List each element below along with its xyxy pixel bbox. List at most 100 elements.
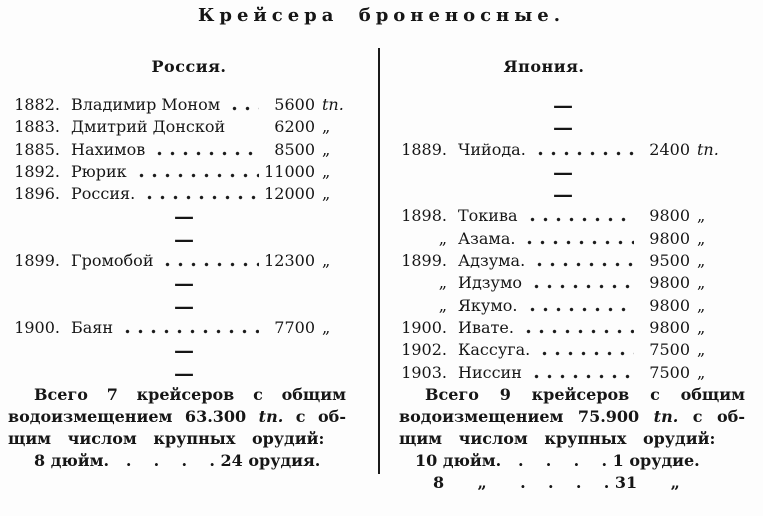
- ship-name: Рюрик: [71, 161, 127, 181]
- ship-name: Ниссин: [458, 362, 522, 382]
- tonnage-unit: tn.: [653, 406, 679, 426]
- ship-year: 1889.: [401, 139, 447, 159]
- ship-row: 1903. Ниссин 7500 „: [381, 361, 763, 384]
- ship-name: Азама.: [458, 228, 516, 248]
- tonnage-unit: „: [697, 295, 706, 315]
- ship-tonnage: 12300: [264, 251, 315, 271]
- russia-ship-list: 1882. Владимир Моном 5600 tn. 1883. Дмит…: [0, 94, 378, 384]
- ship-tonnage: 9800: [649, 317, 690, 337]
- tonnage-unit: „: [322, 161, 331, 181]
- ship-year: 1902.: [401, 340, 447, 360]
- ship-year: 1882.: [14, 95, 60, 114]
- summary-text: водоизмещением 63.300: [8, 406, 259, 426]
- ship-name: Ивате.: [458, 317, 514, 337]
- dot-leader: [521, 294, 634, 317]
- ship-tonnage: 2400: [649, 139, 690, 159]
- tonnage-unit: „: [697, 317, 706, 337]
- ship-tonnage: 9800: [649, 206, 690, 226]
- summary-line: Всего 9 крейсеров с общим: [425, 384, 745, 404]
- dash-placeholder: —: [174, 204, 194, 229]
- ship-tonnage: 9800: [649, 273, 690, 293]
- dash-placeholder: —: [553, 93, 573, 117]
- dash-placeholder: —: [174, 226, 194, 251]
- tonnage-unit: „: [697, 251, 706, 271]
- dot-leader: [525, 361, 634, 384]
- ship-year: „: [438, 295, 447, 315]
- dot-leader: [149, 138, 259, 161]
- guns-line: 8 дюйм. . . . . 24 орудия.: [34, 450, 321, 470]
- tonnage-unit: „: [322, 184, 331, 204]
- ship-row: 1900. Ивате. 9800 „: [381, 316, 763, 340]
- ship-year: 1883.: [14, 117, 60, 137]
- column-divider: [378, 48, 380, 474]
- ship-row: 1885. Нахимов 8500 „: [0, 138, 378, 161]
- tonnage-unit: „: [322, 251, 331, 271]
- empty-row: —: [381, 94, 763, 116]
- dot-leader: [517, 316, 634, 340]
- ship-name: Россия.: [71, 184, 136, 204]
- tonnage-unit: tn.: [697, 139, 719, 159]
- page-title: Крейсера броненосные.: [198, 5, 565, 26]
- summary-text: с об-: [283, 406, 346, 426]
- ship-row: 1899. Адзума. 9500 „: [381, 250, 763, 273]
- ship-row: 1892. Рюрик 11000 „: [0, 160, 378, 184]
- japan-ship-list: — — 1889. Чийода. 2400 tn. — — 1898. Ток…: [381, 94, 763, 384]
- dot-leader: [529, 250, 634, 273]
- summary-line: щим числом крупных орудий:: [8, 428, 325, 448]
- ship-tonnage: 7500: [649, 340, 690, 360]
- dot-leader: [519, 227, 634, 251]
- tonnage-unit: tn.: [258, 406, 284, 426]
- tonnage-unit: „: [322, 139, 331, 159]
- dash-placeholder: —: [553, 115, 573, 140]
- ship-row: „ Азама. 9800 „: [381, 227, 763, 251]
- tonnage-unit: „: [697, 362, 706, 382]
- tonnage-unit: „: [697, 206, 706, 226]
- dot-leader: [157, 250, 259, 273]
- empty-row: —: [0, 228, 378, 250]
- summary-line: Всего 7 крейсеров с общим: [34, 384, 346, 404]
- ship-row: 1896. Россия. 12000 „: [0, 183, 378, 206]
- summary-line: щим числом крупных орудий:: [399, 428, 716, 448]
- ship-year: 1892.: [14, 161, 60, 181]
- ship-tonnage: 12000: [264, 184, 315, 204]
- empty-row: —: [381, 183, 763, 205]
- ship-name: Дмитрий Донской: [71, 117, 226, 137]
- empty-row: —: [381, 161, 763, 183]
- ship-row: 1882. Владимир Моном 5600 tn.: [0, 94, 378, 117]
- ship-year: 1885.: [14, 139, 60, 159]
- empty-row: —: [0, 339, 378, 361]
- ship-tonnage: 9800: [649, 228, 690, 248]
- ship-row: 1900. Баян 7700 „: [0, 316, 378, 340]
- ship-tonnage: 6200: [274, 117, 315, 137]
- guns-line: 8 „ . . . . 31 „: [433, 472, 680, 492]
- ship-year: 1899.: [401, 251, 447, 271]
- russia-column: Россия. 1882. Владимир Моном 5600 tn. 18…: [0, 48, 378, 472]
- summary-text: с об-: [678, 406, 745, 426]
- russia-summary: Всего 7 крейсеров с общим водоизмещением…: [8, 384, 346, 472]
- ship-row: 1902. Кассуга. 7500 „: [381, 339, 763, 362]
- ship-name: Токива: [458, 206, 518, 226]
- empty-row: —: [0, 360, 378, 385]
- tonnage-unit: „: [697, 340, 706, 360]
- dot-leader: [521, 205, 634, 228]
- ship-year: 1903.: [401, 362, 447, 382]
- ship-name: Идзумо: [458, 273, 523, 293]
- ship-row: 1883. Дмитрий Донской 6200 „: [0, 116, 378, 138]
- dot-leader: [139, 183, 259, 206]
- ship-row: 1889. Чийода. 2400 tn.: [381, 138, 763, 161]
- russia-column-header: Россия.: [151, 57, 227, 76]
- ship-tonnage: 7500: [649, 362, 690, 382]
- dot-leader: [117, 316, 259, 340]
- dash-placeholder: —: [174, 271, 194, 296]
- ship-tonnage: 5600: [274, 95, 315, 114]
- japan-summary: Всего 9 крейсеров с общим водоизмещением…: [399, 384, 745, 494]
- ship-year: „: [438, 228, 447, 248]
- dash-placeholder: —: [553, 182, 573, 207]
- ship-tonnage: 11000: [264, 161, 315, 181]
- tonnage-unit: „: [697, 228, 706, 248]
- dot-leader: [526, 272, 634, 295]
- dash-placeholder: —: [174, 360, 194, 385]
- ship-tonnage: 8500: [274, 139, 315, 159]
- ship-tonnage: 9500: [649, 251, 690, 271]
